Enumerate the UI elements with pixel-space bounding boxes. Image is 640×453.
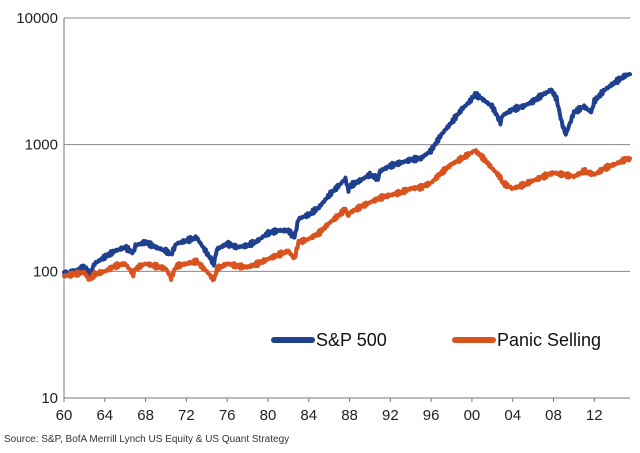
- legend-label: Panic Selling: [497, 330, 601, 350]
- x-tick-label: 92: [382, 407, 399, 424]
- x-tick-label: 04: [504, 407, 521, 424]
- x-tick-label: 08: [545, 407, 562, 424]
- y-tick-label: 1000: [25, 137, 58, 154]
- x-tick-label: 72: [178, 407, 195, 424]
- x-tick-label: 84: [300, 407, 317, 424]
- series-lines: [62, 72, 632, 283]
- x-tick-label: 80: [260, 407, 277, 424]
- y-tick-label: 10: [41, 390, 58, 407]
- x-tick-label: 96: [423, 407, 440, 424]
- x-tick-label: 64: [96, 407, 113, 424]
- x-tick-label: 76: [219, 407, 236, 424]
- series-line-s-p-500: [62, 72, 632, 279]
- gridlines: [64, 17, 630, 272]
- x-tick-label: 88: [341, 407, 358, 424]
- legend: S&P 500 Panic Selling: [271, 330, 601, 350]
- series-line-panic-selling: [62, 148, 632, 283]
- source-note: Source: S&P, BofA Merrill Lynch US Equit…: [4, 434, 290, 445]
- x-tick-label: 68: [137, 407, 154, 424]
- x-tick-label: 60: [56, 407, 73, 424]
- y-axis-ticks: 10 100 1000 10000: [16, 10, 58, 407]
- x-tick-label: 12: [586, 407, 603, 424]
- y-tick-label: 100: [33, 263, 58, 280]
- legend-label: S&P 500: [316, 330, 387, 350]
- y-tick-label: 10000: [16, 10, 58, 27]
- x-axis-ticks: 60 64 68 72 76 80 84 88 92 96 00 04 08 12: [56, 398, 603, 424]
- axes: [63, 18, 630, 399]
- x-tick-label: 00: [464, 407, 481, 424]
